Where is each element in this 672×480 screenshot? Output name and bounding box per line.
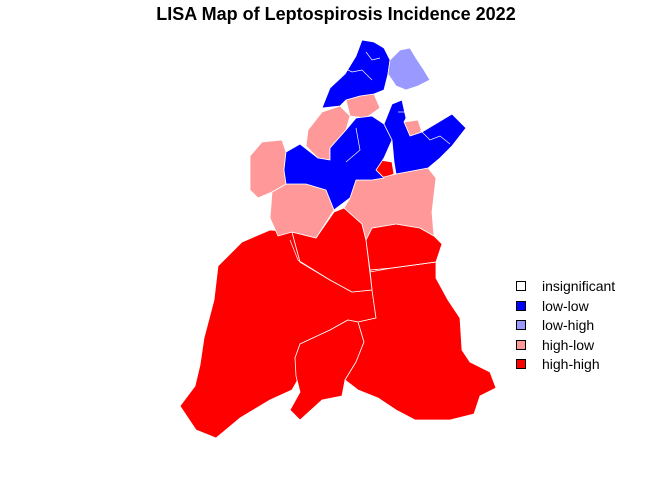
legend-label: low-high — [542, 317, 595, 333]
region-centre-block — [283, 115, 393, 211]
legend-swatch-low-high — [516, 320, 526, 330]
legend-label: high-high — [542, 356, 600, 372]
legend-label: insignificant — [542, 278, 616, 294]
legend-swatch-high-low — [516, 339, 526, 350]
legend-label: high-low — [542, 336, 595, 353]
region-north-east — [387, 47, 431, 91]
region-south-centre — [289, 319, 365, 421]
region-east-block — [383, 99, 467, 175]
legend-swatch-insignificant — [516, 281, 526, 291]
legend-label: low-low — [542, 297, 589, 314]
legend-swatch-low-low — [516, 300, 526, 311]
legend-swatch-high-high — [516, 359, 526, 369]
map-title: LISA Map of Leptospirosis Incidence 2022 — [156, 4, 516, 24]
